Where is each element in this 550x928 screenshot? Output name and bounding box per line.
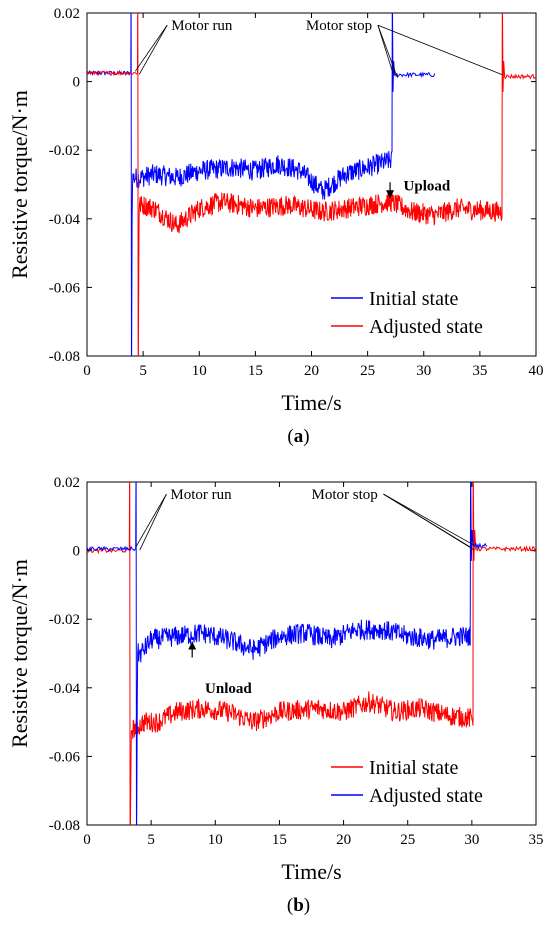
x-tick-label: 0: [83, 832, 91, 848]
series-line-0: [87, 13, 436, 356]
annotation-leader: [377, 25, 398, 78]
x-tick-label: 35: [472, 363, 487, 379]
x-tick-label: 35: [529, 832, 544, 848]
y-tick-label: -0.06: [49, 749, 81, 765]
y-tick-label: 0.02: [54, 475, 80, 491]
annotation-label: Motor run: [170, 487, 232, 503]
x-tick-label: 30: [416, 363, 431, 379]
annotation-leader: [135, 493, 167, 548]
y-tick-label: -0.06: [49, 280, 81, 296]
annotation-label: Motor run: [171, 18, 233, 34]
annotation-leader: [383, 493, 475, 551]
series-line-0: [87, 482, 536, 825]
legend-label: Adjusted state: [369, 316, 483, 338]
x-tick-label: 25: [360, 363, 375, 379]
x-tick-label: 15: [272, 832, 287, 848]
annotation-label: Motor stop: [312, 487, 378, 503]
panel-caption: (a): [287, 426, 309, 447]
y-tick-label: -0.04: [49, 212, 81, 228]
annotation-leader: [139, 493, 167, 551]
series-line-1: [87, 13, 536, 356]
y-tick-label: -0.02: [49, 612, 80, 628]
y-tick-label: -0.08: [49, 349, 80, 365]
annotation-leader: [383, 493, 475, 546]
annotation-leader: [377, 24, 503, 76]
y-tick-label: -0.02: [49, 143, 80, 159]
annotation-leader: [134, 24, 168, 72]
annotation-arrowhead: [386, 190, 395, 199]
y-tick-label: 0: [73, 75, 81, 91]
x-axis-label: Time/s: [281, 859, 341, 884]
legend-label: Adjusted state: [369, 785, 483, 807]
x-tick-label: 15: [248, 363, 263, 379]
x-axis-label: Time/s: [281, 390, 341, 415]
chart-panel-b: 0 5 10 15 20 25 30 35 0.02 0 -0.02 -0.04 -0.06 -0.08 M…: [7, 475, 544, 916]
chart-panel-a: 0 5 10 15 20 25 30 35 40 0.02 0 -0.02 -0.04 -0.06 -0.0…: [7, 6, 544, 447]
y-axis-label: Resistive torque/N·m: [7, 90, 32, 279]
x-tick-label: 20: [304, 363, 319, 379]
annotation-arrowhead: [188, 641, 197, 650]
x-tick-label: 0: [83, 363, 91, 379]
legend-label: Initial state: [369, 288, 459, 310]
y-tick-label: -0.08: [49, 818, 80, 834]
plot-series-group: [87, 482, 536, 825]
x-tick-label: 40: [529, 363, 544, 379]
y-tick-label: 0: [73, 544, 81, 560]
annotation-leader: [138, 24, 168, 75]
x-tick-label: 5: [147, 832, 155, 848]
x-tick-label: 30: [464, 832, 479, 848]
plot-series-group: [87, 13, 536, 356]
panel-caption: (b): [287, 895, 310, 916]
x-tick-label: 20: [336, 832, 351, 848]
x-tick-label: 10: [208, 832, 223, 848]
legend-label: Initial state: [369, 757, 459, 779]
y-axis-label: Resistive torque/N·m: [7, 559, 32, 748]
x-tick-label: 10: [192, 363, 207, 379]
x-tick-label: 25: [400, 832, 415, 848]
annotation-leader: [377, 25, 394, 75]
y-tick-label: 0.02: [54, 6, 80, 22]
annotation-label: Motor stop: [306, 18, 372, 34]
annotation-label: Unload: [205, 681, 252, 697]
series-line-1: [87, 482, 488, 825]
annotation-label: Upload: [404, 179, 451, 195]
y-tick-label: -0.04: [49, 681, 81, 697]
x-tick-label: 5: [139, 363, 147, 379]
plot-area: [86, 481, 537, 826]
